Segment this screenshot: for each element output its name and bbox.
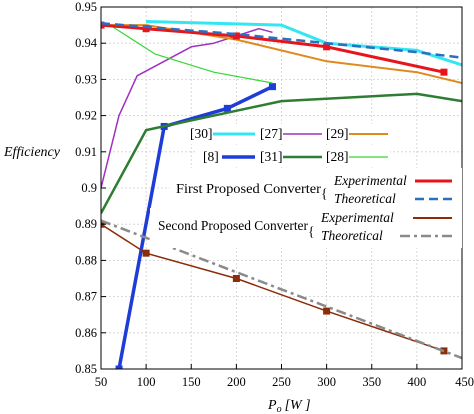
legend-second-experimental: Experimental [320,210,394,225]
series-line [101,22,462,59]
series-line [117,85,274,369]
legend-bg-second [150,208,462,248]
x-tick-label: 350 [362,375,381,389]
legend-label-28: [28] [326,149,349,164]
y-tick-label: 0.94 [75,36,98,50]
legend-label-29: [29] [326,126,349,141]
axis-ticks: 50 100 150 200 250 300 350 400 450 0.85 0.86 0.87 0.… [75,0,474,389]
y-tick-label: 0.87 [75,290,97,304]
x-tick-label: 50 [95,375,108,389]
x-tick-label: 400 [408,375,427,389]
legend-label-8: [8] [203,149,219,164]
legend-first-group-label: First Proposed Converter [176,181,322,196]
data-point [323,43,331,51]
legend-second-group-label: Second Proposed Converter [158,218,308,233]
legend-bg-first [170,168,462,208]
series-line [101,24,462,84]
data-point [232,32,240,40]
series-line [101,27,273,189]
x-axis-label-sub: o [277,404,282,414]
legend-second-theoretical: Theoretical [321,228,383,243]
legend-second-brace: { [308,224,314,239]
x-axis-label-main: P [267,398,277,413]
x-tick-label: 200 [227,375,246,389]
series-group [101,27,273,189]
series-group [101,24,462,84]
x-tick-label: 250 [272,375,291,389]
legend: [30] [27] [29] [8] [31] [28] First Propo… [150,124,462,248]
legend-first-theoretical: Theoretical [334,191,396,206]
x-tick-label: 100 [137,375,156,389]
y-tick-label: 0.86 [75,326,97,340]
data-point [101,21,105,29]
y-tick-label: 0.93 [75,72,97,86]
series-line [101,92,462,214]
series-group [109,24,273,84]
data-point [115,365,123,369]
x-axis-label-unit: [W ] [285,398,311,413]
y-tick-label: 0.91 [75,145,97,159]
legend-label-31: [31] [260,149,283,164]
x-tick-label: 150 [182,375,201,389]
series-line [109,24,273,84]
data-point [268,83,276,91]
data-point [323,307,331,315]
data-point [232,275,240,282]
series-layer [101,20,462,369]
y-tick-label: 0.92 [75,109,97,123]
series-group [101,21,448,76]
data-point [440,68,448,76]
y-tick-label: 0.85 [75,362,97,376]
y-axis-label: Efficiency [3,145,61,160]
x-tick-label: 450 [455,375,474,389]
y-tick-label: 0.88 [75,253,97,267]
legend-label-30: [30] [190,126,213,141]
legend-first-brace: { [321,186,327,201]
legend-label-27: [27] [260,126,283,141]
series-group [101,22,462,59]
y-tick-label: 0.89 [75,217,97,231]
data-point [142,25,150,33]
x-tick-label: 300 [317,375,336,389]
x-axis-label: Po [W ] [267,398,311,414]
data-point [142,249,150,257]
y-tick-label: 0.95 [75,0,97,14]
series-group [101,92,462,214]
data-point [223,104,231,112]
y-tick-label: 0.9 [81,181,97,195]
legend-first-experimental: Experimental [333,173,407,188]
